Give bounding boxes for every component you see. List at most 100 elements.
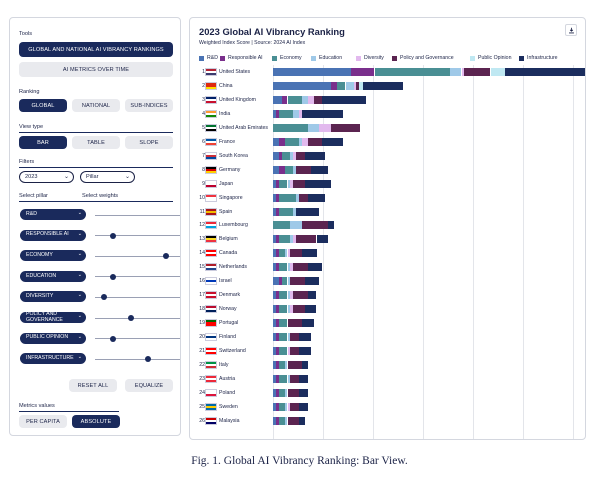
bar-segment[interactable] [302, 319, 314, 328]
download-button[interactable] [565, 24, 577, 36]
bar-segment[interactable] [275, 305, 279, 314]
bar-segment[interactable] [299, 416, 305, 425]
bar-segment[interactable] [284, 137, 300, 146]
weight-slider-diversity[interactable] [95, 294, 180, 301]
bar-segment[interactable] [281, 151, 291, 160]
slider-handle[interactable] [100, 294, 107, 301]
bar-segment[interactable] [290, 249, 302, 258]
bar-segment[interactable] [354, 81, 356, 90]
bar-segment[interactable] [322, 137, 343, 146]
bar-segment[interactable] [278, 277, 282, 286]
bar-segment[interactable] [331, 123, 360, 132]
bar-segment[interactable] [358, 81, 363, 90]
pillar-responsible-ai-dropdown[interactable]: RESPONSIBLE AI ⌄ [20, 229, 86, 241]
bar-segment[interactable] [278, 402, 285, 411]
bar-segment[interactable] [307, 95, 314, 104]
bar-segment[interactable] [275, 388, 279, 397]
bar-segment[interactable] [275, 374, 279, 383]
bar-segment[interactable] [287, 263, 291, 272]
bar-segment[interactable] [273, 402, 276, 411]
bar-segment[interactable] [273, 68, 352, 76]
bar-segment[interactable] [287, 277, 291, 286]
global-national-rankings-button[interactable]: GLOBAL AND NATIONAL AI VIBRANCY RANKINGS [19, 42, 173, 57]
bar-segment[interactable] [290, 277, 305, 286]
bar-segment[interactable] [505, 68, 585, 76]
bar-segment[interactable] [307, 137, 323, 146]
weight-slider-economy[interactable] [95, 253, 180, 260]
pillar-r-d-dropdown[interactable]: R&D ⌄ [20, 209, 86, 220]
bar-segment[interactable] [290, 291, 294, 300]
bar-segment[interactable] [273, 360, 276, 369]
bar-segment[interactable] [302, 249, 317, 258]
bar-segment[interactable] [275, 235, 279, 244]
bar-segment[interactable] [275, 416, 279, 425]
bar-segment[interactable] [275, 207, 279, 216]
bar-segment[interactable] [284, 249, 288, 258]
bar-segment[interactable] [278, 109, 294, 118]
bar-segment[interactable] [290, 221, 302, 230]
bar-segment[interactable] [351, 68, 375, 76]
bar-segment[interactable] [299, 137, 302, 146]
bar-segment[interactable] [273, 388, 276, 397]
bar-segment[interactable] [313, 95, 323, 104]
bar-segment[interactable] [284, 402, 288, 411]
bar-segment[interactable] [307, 193, 326, 202]
bar-segment[interactable] [278, 249, 285, 258]
bar-segment[interactable] [278, 347, 288, 355]
bar-segment[interactable] [328, 221, 334, 230]
legend-item[interactable]: Public Opinion [470, 55, 511, 61]
bar-segment[interactable] [278, 193, 297, 202]
bar-segment[interactable] [278, 360, 285, 369]
legend-item[interactable]: Responsible AI [220, 55, 263, 61]
pillar-diversity-dropdown[interactable]: DIVERSITY ⌄ [20, 291, 86, 303]
bar-segment[interactable] [284, 360, 288, 369]
bar-segment[interactable] [273, 305, 276, 314]
bar-segment[interactable] [273, 319, 276, 328]
bar-segment[interactable] [273, 333, 276, 342]
pillar-economy-dropdown[interactable]: ECONOMY ⌄ [20, 250, 86, 262]
bar-segment[interactable] [273, 291, 276, 300]
bar-segment[interactable] [273, 235, 276, 244]
bar-segment[interactable] [293, 305, 305, 314]
bar-segment[interactable] [275, 263, 279, 272]
bar-segment[interactable] [316, 235, 329, 244]
bar-segment[interactable] [302, 109, 343, 118]
legend-item[interactable]: Infrastructure [519, 55, 558, 61]
bar-segment[interactable] [273, 95, 282, 104]
bar-segment[interactable] [307, 291, 317, 300]
bar-segment[interactable] [296, 165, 311, 174]
legend-item[interactable]: R&D [199, 55, 218, 61]
bar-segment[interactable] [273, 416, 276, 425]
bar-segment[interactable] [290, 305, 294, 314]
bar-segment[interactable] [273, 347, 276, 355]
weight-slider-policy-and-governance[interactable] [95, 315, 180, 321]
bar-segment[interactable] [290, 402, 300, 411]
bar-segment[interactable] [278, 179, 288, 188]
bar-segment[interactable] [293, 235, 297, 244]
bar-segment[interactable] [278, 319, 288, 328]
bar-segment[interactable] [287, 305, 291, 314]
pillar-policy-and-governance-dropdown[interactable]: POLICY AND GOVERNANCE ⌄ [20, 311, 86, 323]
bar-segment[interactable] [275, 179, 279, 188]
bar-segment[interactable] [290, 235, 294, 244]
bar-segment[interactable] [275, 402, 279, 411]
bar-segment[interactable] [278, 235, 291, 244]
bar-segment[interactable] [278, 388, 285, 397]
bar-segment[interactable] [302, 95, 308, 104]
bar-segment[interactable] [275, 291, 279, 300]
bar-segment[interactable] [331, 81, 337, 90]
bar-segment[interactable] [287, 333, 291, 342]
weight-slider-public-opinion[interactable] [95, 335, 180, 342]
bar-segment[interactable] [287, 319, 302, 328]
bar-segment[interactable] [284, 388, 288, 397]
bar-segment[interactable] [296, 193, 300, 202]
bar-segment[interactable] [287, 416, 300, 425]
bar-segment[interactable] [299, 402, 308, 411]
bar-segment[interactable] [287, 95, 302, 104]
bar-segment[interactable] [304, 151, 326, 160]
bar-segment[interactable] [273, 374, 276, 383]
bar-segment[interactable] [304, 305, 317, 314]
bar-segment[interactable] [273, 137, 279, 146]
bar-segment[interactable] [345, 81, 355, 90]
bar-segment[interactable] [278, 263, 288, 272]
